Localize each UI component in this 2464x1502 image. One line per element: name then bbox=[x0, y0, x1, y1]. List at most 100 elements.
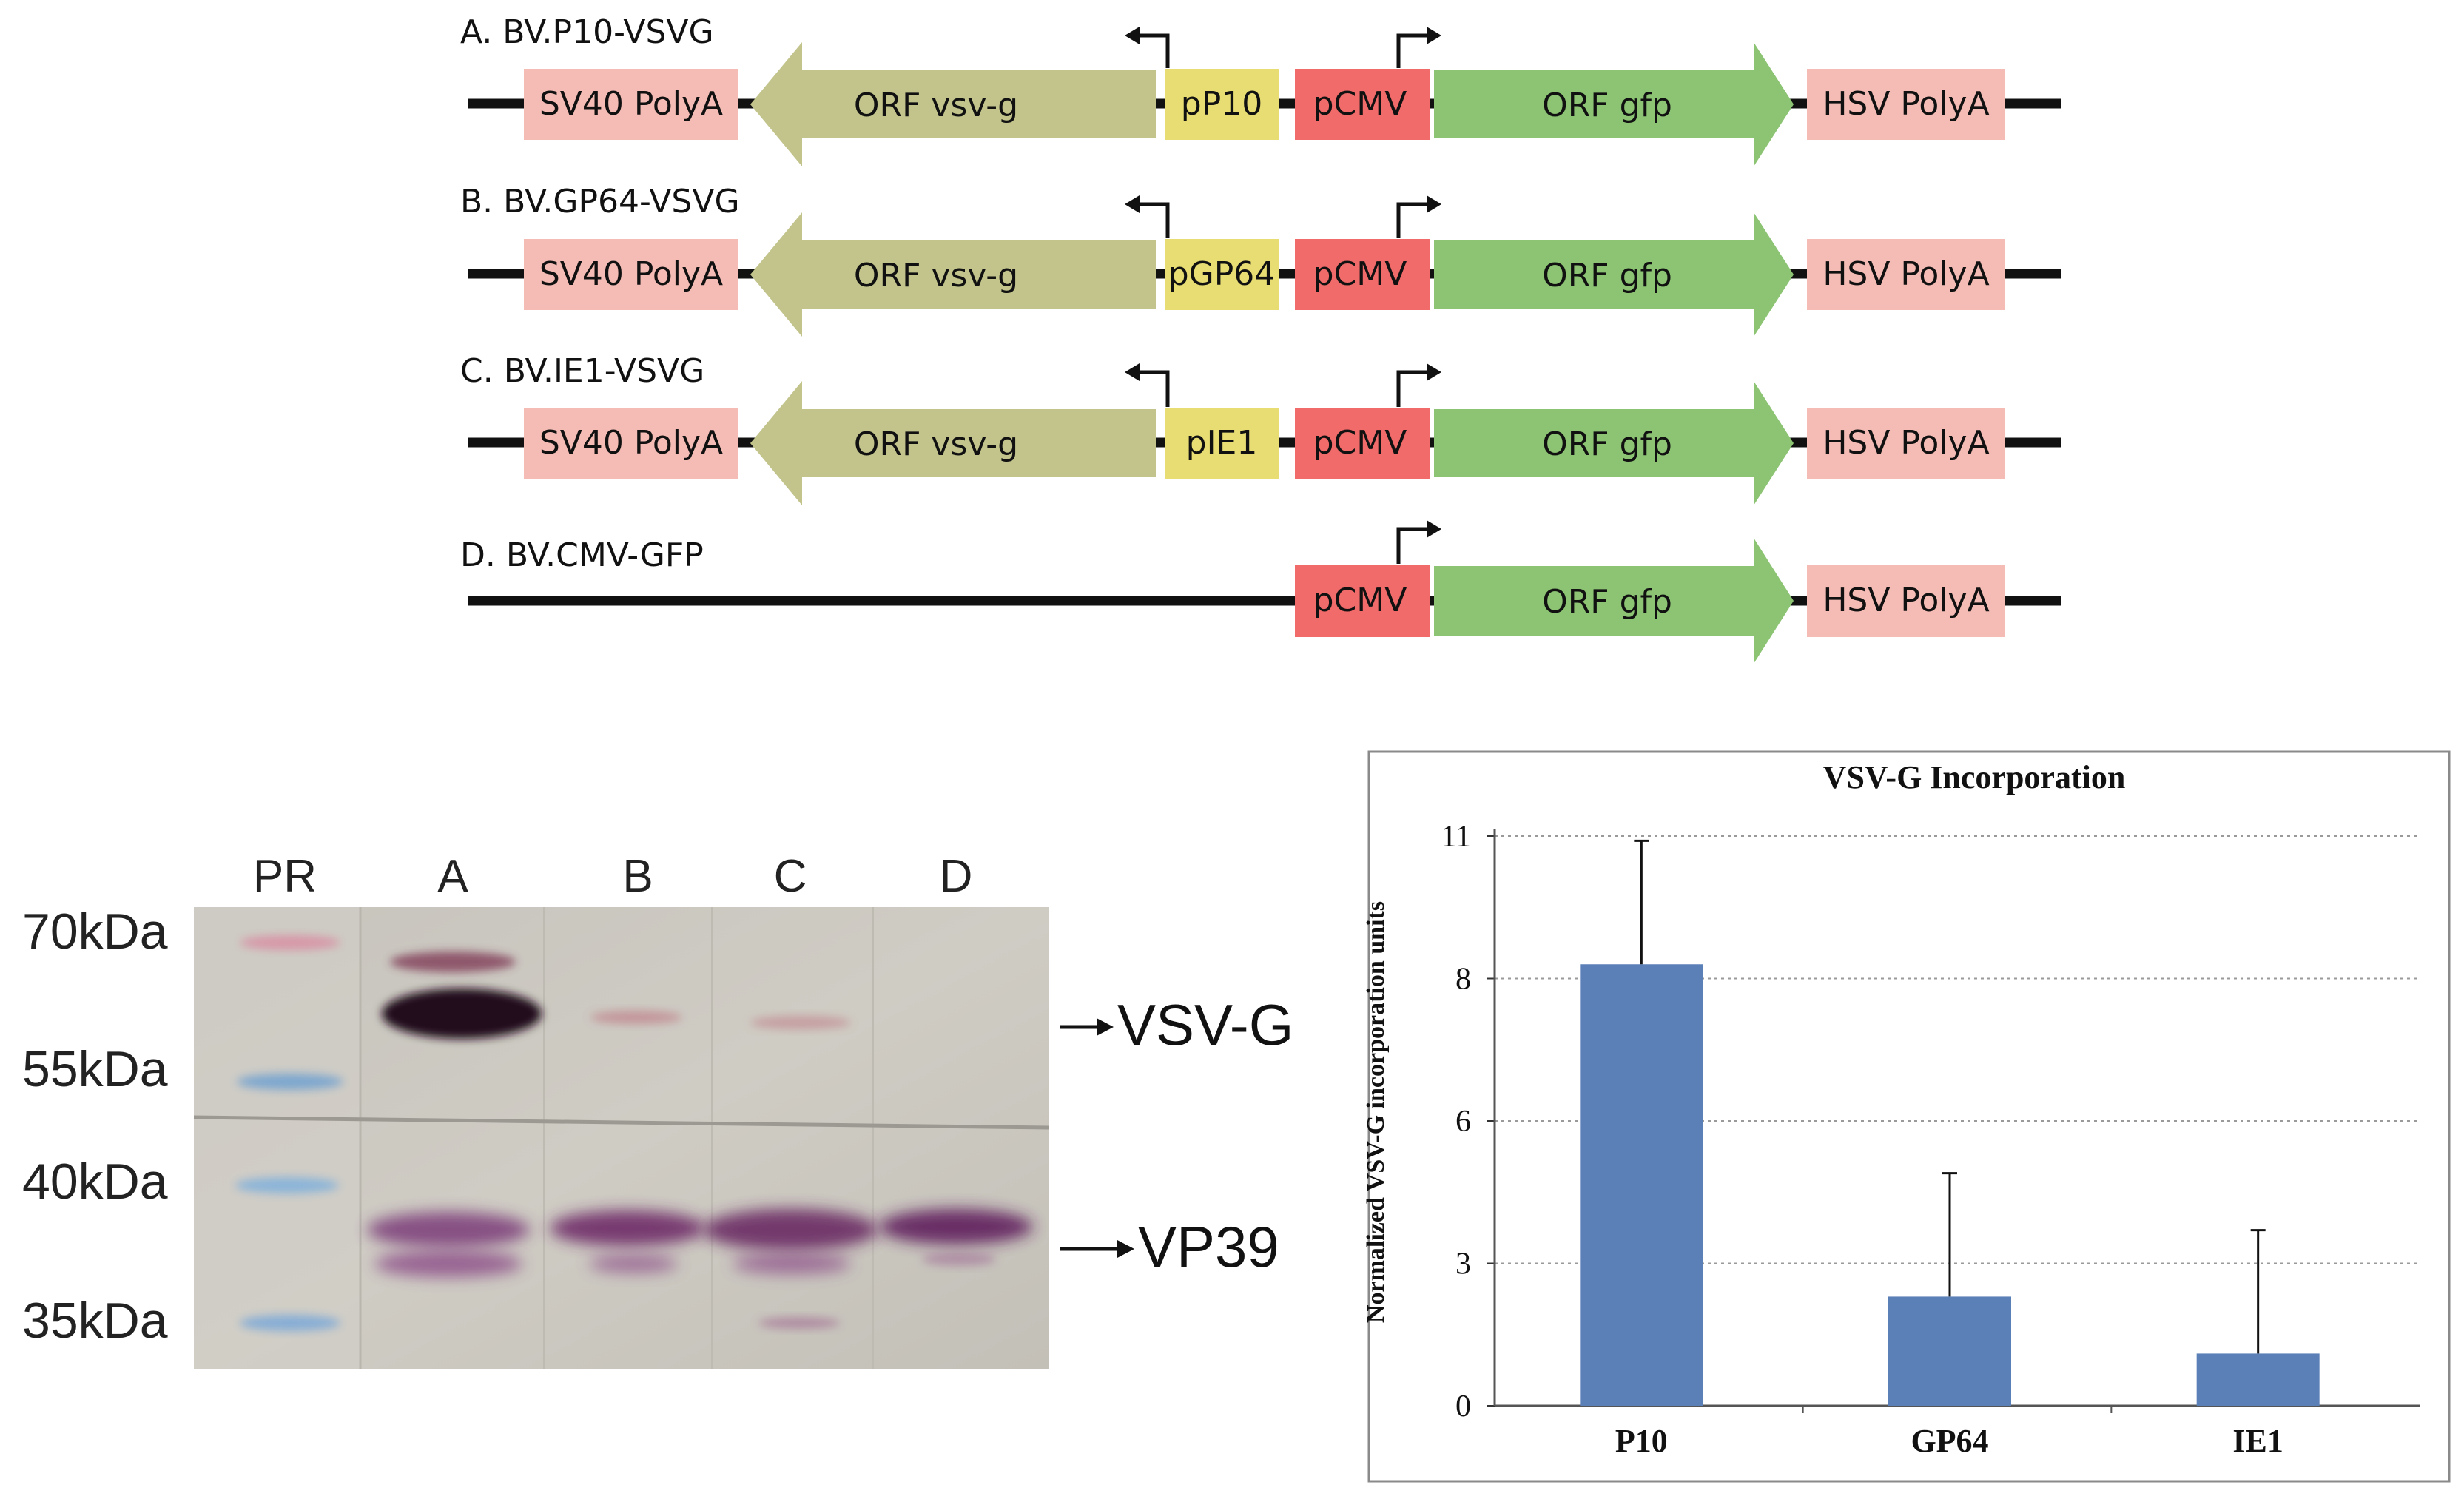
marker-40kda: 40kDa bbox=[22, 1154, 168, 1210]
vp39-band-a bbox=[367, 1212, 530, 1247]
arrowhead bbox=[1427, 27, 1441, 44]
pcmv-label: pCMV bbox=[1313, 582, 1407, 619]
pcmv-label: pCMV bbox=[1313, 424, 1407, 462]
promoter-label: pP10 bbox=[1181, 85, 1262, 123]
pcmv-box bbox=[1295, 69, 1430, 140]
construct-row-a: A. BV.P10-VSVG SV40 PolyA ORF vsv-g pP10… bbox=[460, 13, 2061, 166]
hsv-polya-box bbox=[1807, 408, 2005, 479]
vp39-band-c-minor bbox=[758, 1317, 840, 1329]
construct-label: D. BV.CMV-GFP bbox=[460, 536, 704, 574]
sv40-polya-box bbox=[524, 69, 738, 140]
promoter-arrow-right bbox=[1396, 33, 1432, 68]
x-tick-label-ie1: IE1 bbox=[2232, 1423, 2283, 1459]
y-tick-labels: 0 3 6 8 11 bbox=[1441, 820, 1471, 1424]
hsv-polya-box bbox=[1807, 565, 2005, 637]
lane-label-a: A bbox=[437, 851, 468, 902]
promoter-box bbox=[1165, 408, 1279, 479]
bar-gp64 bbox=[1888, 1296, 2011, 1406]
bar-p10 bbox=[1580, 964, 1703, 1406]
arrowhead bbox=[1427, 520, 1441, 538]
promoter-label: pIE1 bbox=[1186, 424, 1258, 462]
promoter-arrow-right bbox=[1396, 527, 1432, 564]
arrowhead bbox=[1097, 1018, 1114, 1036]
marker-70kda: 70kDa bbox=[22, 903, 168, 960]
promoter-arrow-left bbox=[1132, 370, 1170, 407]
y-tick-label: 0 bbox=[1455, 1390, 1471, 1424]
arrowhead bbox=[1125, 195, 1140, 213]
ladder-band-55 bbox=[237, 1074, 343, 1090]
arrowhead bbox=[1117, 1240, 1134, 1258]
lane-label-c: C bbox=[774, 851, 807, 902]
construct-row-d: D. BV.CMV-GFP pCMV ORF gfp HSV PolyA bbox=[460, 520, 2061, 664]
ladder-band-35 bbox=[240, 1315, 340, 1331]
western-blot: PR A B C D 70kDa 55kDa 40kDa 35kDa bbox=[22, 851, 1293, 1369]
y-tick-label: 11 bbox=[1441, 820, 1471, 854]
gfp-orf-label: ORF gfp bbox=[1542, 87, 1672, 124]
ladder-band-70 bbox=[240, 935, 340, 950]
gfp-orf-arrow bbox=[1434, 42, 1794, 166]
vsvg-orf-arrow bbox=[750, 212, 1156, 337]
pcmv-box bbox=[1295, 239, 1430, 310]
promoter-box bbox=[1165, 239, 1279, 310]
construct-label: A. BV.P10-VSVG bbox=[460, 13, 714, 51]
pcmv-box bbox=[1295, 565, 1430, 637]
y-tick-label: 3 bbox=[1455, 1247, 1471, 1282]
y-tick-label: 6 bbox=[1455, 1105, 1471, 1139]
vsvg-orf-arrow bbox=[750, 42, 1156, 166]
gfp-orf-arrow bbox=[1434, 381, 1794, 505]
vsvg-band-b bbox=[590, 1011, 682, 1024]
promoter-arrow-right bbox=[1396, 202, 1432, 238]
vp39-band-b-lower bbox=[589, 1255, 678, 1273]
sv40-polya-label: SV40 PolyA bbox=[539, 255, 723, 293]
vp39-band-b bbox=[550, 1210, 705, 1246]
promoter-arrow-right bbox=[1396, 370, 1432, 407]
y-axis-label: Normalized VSV-G incorporation units bbox=[1362, 901, 1390, 1323]
pcmv-label: pCMV bbox=[1313, 85, 1407, 123]
vsvg-incorporation-chart: VSV-G Incorporation Normalized VSV-G inc… bbox=[1362, 750, 2451, 1483]
hsv-polya-box bbox=[1807, 69, 2005, 140]
vsvg-band-a-upper bbox=[390, 952, 516, 972]
x-tick-label-gp64: GP64 bbox=[1911, 1423, 1988, 1459]
arrowhead bbox=[1427, 363, 1441, 381]
construct-diagrams: A. BV.P10-VSVG SV40 PolyA ORF vsv-g pP10… bbox=[460, 13, 2061, 664]
vp39-band-c-lower bbox=[733, 1253, 851, 1274]
pcmv-box bbox=[1295, 408, 1430, 479]
gfp-orf-label: ORF gfp bbox=[1542, 257, 1672, 294]
vp39-band-d-lower bbox=[922, 1253, 996, 1266]
construct-row-c: C. BV.IE1-VSVG SV40 PolyA ORF vsv-g pIE1… bbox=[460, 352, 2061, 505]
hsv-polya-label: HSV PolyA bbox=[1822, 85, 1989, 123]
construct-label: B. BV.GP64-VSVG bbox=[460, 183, 740, 220]
vp39-band-d bbox=[879, 1209, 1033, 1245]
vsvg-band-c bbox=[750, 1016, 851, 1029]
vsvg-band-label: VSV-G bbox=[1117, 992, 1293, 1057]
sv40-polya-label: SV40 PolyA bbox=[539, 424, 723, 462]
bars bbox=[1580, 964, 2320, 1406]
vsvg-orf-label: ORF vsv-g bbox=[854, 257, 1018, 294]
vsvg-orf-label: ORF vsv-g bbox=[854, 425, 1018, 463]
x-tick-labels: P10 GP64 IE1 bbox=[1615, 1423, 2283, 1459]
promoter-box bbox=[1165, 69, 1279, 140]
vp39-band-a-lower bbox=[374, 1250, 522, 1277]
gfp-orf-arrow bbox=[1434, 212, 1794, 337]
membrane-cut-line bbox=[193, 1115, 1050, 1130]
vsvg-band-a bbox=[382, 989, 542, 1039]
vsvg-orf-arrow bbox=[750, 381, 1156, 505]
ladder-band-40 bbox=[235, 1177, 339, 1193]
hsv-polya-box bbox=[1807, 239, 2005, 310]
chart-title: VSV-G Incorporation bbox=[1823, 759, 2126, 795]
promoter-label: pGP64 bbox=[1168, 255, 1276, 293]
hsv-polya-label: HSV PolyA bbox=[1822, 255, 1989, 293]
hsv-polya-label: HSV PolyA bbox=[1822, 582, 1989, 619]
marker-55kda: 55kDa bbox=[22, 1041, 168, 1097]
hsv-polya-label: HSV PolyA bbox=[1822, 424, 1989, 462]
sv40-polya-label: SV40 PolyA bbox=[539, 85, 723, 123]
pcmv-label: pCMV bbox=[1313, 255, 1407, 293]
y-tick-label: 8 bbox=[1455, 963, 1471, 997]
gfp-orf-arrow bbox=[1434, 538, 1794, 664]
sv40-polya-box bbox=[524, 408, 738, 479]
vp39-band-c bbox=[703, 1209, 878, 1250]
arrowhead bbox=[1125, 27, 1140, 44]
arrowhead bbox=[1125, 363, 1140, 381]
lane-label-pr: PR bbox=[253, 851, 317, 902]
